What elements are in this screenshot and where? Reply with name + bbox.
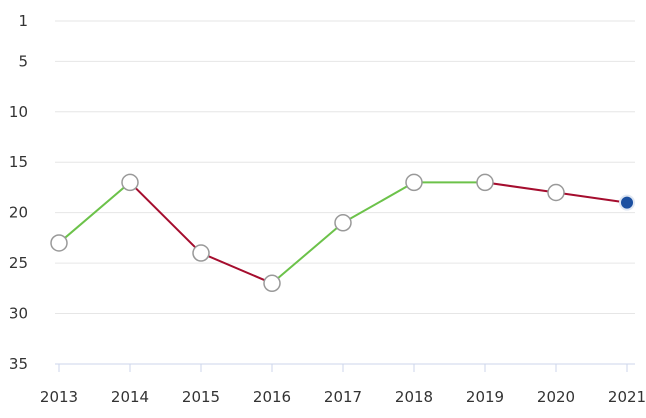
y-tick-label-35: 35 — [9, 355, 28, 373]
series-line — [58, 181, 628, 285]
data-point-2021[interactable] — [619, 194, 635, 211]
x-tick-label-2020: 2020 — [537, 388, 575, 406]
x-tick-label-2019: 2019 — [466, 388, 504, 406]
line-segment-2015-2016 — [200, 252, 273, 285]
x-tick-label-2018: 2018 — [395, 388, 433, 406]
line-segment-2019-2020 — [484, 181, 557, 194]
grid-lines — [55, 20, 635, 365]
x-tick-label-2015: 2015 — [182, 388, 220, 406]
x-axis: 2013 2014 2015 2016 2017 2018 2019 2020 2021 — [40, 363, 646, 406]
data-point-2016[interactable] — [263, 274, 281, 293]
data-point-2018[interactable] — [405, 173, 423, 192]
y-tick-label-5: 5 — [18, 52, 28, 70]
data-point-2015[interactable] — [192, 244, 210, 262]
x-tick-label-2016: 2016 — [253, 388, 291, 406]
y-tick-label-25: 25 — [9, 254, 28, 272]
series-points — [50, 173, 635, 293]
x-tick-label-2017: 2017 — [324, 388, 362, 406]
data-point-2017[interactable] — [334, 214, 352, 232]
x-tick-label-2021: 2021 — [608, 388, 646, 406]
data-point-2013[interactable] — [50, 234, 68, 252]
y-tick-label-10: 10 — [9, 103, 28, 121]
y-tick-label-30: 30 — [9, 305, 28, 323]
data-point-2014[interactable] — [121, 173, 139, 192]
line-segment-2016-2017 — [271, 221, 344, 285]
line-segment-2017-2018 — [342, 181, 415, 224]
y-tick-label-1: 1 — [18, 12, 28, 30]
data-point-2019[interactable] — [476, 173, 494, 192]
y-tick-label-15: 15 — [9, 153, 28, 171]
data-point-2020[interactable] — [547, 183, 565, 202]
line-segment-2020-2021 — [555, 191, 628, 204]
y-tick-label-20: 20 — [9, 204, 28, 222]
line-segment-2013-2014 — [58, 181, 131, 244]
x-tick-label-2014: 2014 — [111, 388, 149, 406]
x-tick-label-2013: 2013 — [40, 388, 78, 406]
line-segment-2014-2015 — [129, 181, 202, 255]
